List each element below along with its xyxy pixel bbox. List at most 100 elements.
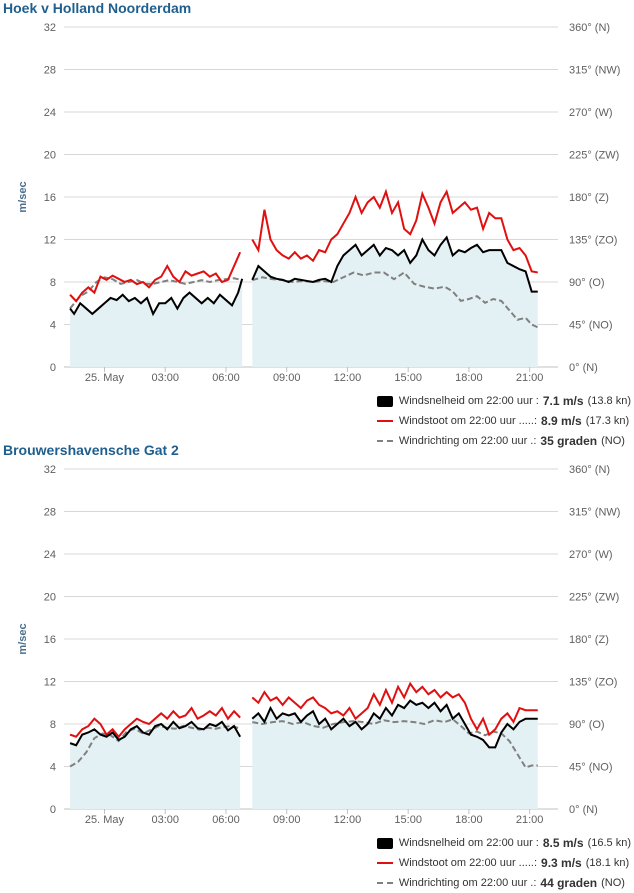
legend-value: 9.3 m/s [541, 856, 582, 870]
y-tick-label: 4 [50, 320, 56, 332]
speed-area [70, 721, 241, 809]
y-axis-title: m/sec [17, 181, 29, 212]
y2-tick-label: 135° (ZO) [569, 677, 617, 689]
gust-line [69, 706, 241, 739]
speed-area [252, 237, 538, 367]
speed-area [70, 278, 243, 367]
y-tick-label: 8 [50, 719, 56, 731]
x-tick-label: 09:00 [273, 372, 301, 384]
legend-item-speed[interactable]: Windsnelheid om 22:00 uur : 8.5 m/s (16.… [376, 833, 631, 853]
legend-extra: (NO) [601, 877, 625, 889]
chart-panel-hoek-v-holland: Hoek v Holland Noorderdam 0 0° (N) 4 45° (N… [0, 0, 634, 448]
legend-item-speed[interactable]: Windsnelheid om 22:00 uur : 7.1 m/s (13.… [376, 391, 631, 411]
legend-value: 7.1 m/s [542, 394, 584, 408]
gust-swatch-icon [376, 862, 393, 864]
y2-tick-label: 90° (O) [569, 277, 605, 289]
legend-extra: (NO) [601, 435, 625, 447]
legend-value: 8.9 m/s [541, 414, 582, 428]
y-tick-label: 20 [44, 592, 56, 604]
x-tick-label: 21:00 [516, 372, 544, 384]
y-tick-label: 28 [44, 65, 56, 77]
legend-value: 44 graden [540, 876, 598, 890]
x-tick-label: 18:00 [455, 372, 483, 384]
y2-tick-label: 270° (W) [569, 549, 613, 561]
legend-item-gust[interactable]: Windstoot om 22:00 uur .....: 9.3 m/s (1… [376, 853, 631, 873]
chart-panel-brouwershavensche-gat: Brouwershavensche Gat 2 0 0° (N) 4 45° (NO)… [0, 442, 634, 890]
legend-value: 8.5 m/s [542, 836, 584, 850]
chart-legend: Windsnelheid om 22:00 uur : 7.1 m/s (13.… [376, 391, 631, 451]
y2-tick-label: 135° (ZO) [569, 235, 617, 247]
y-tick-label: 0 [50, 362, 56, 374]
y2-tick-label: 270° (W) [569, 107, 613, 119]
y-tick-label: 16 [44, 192, 56, 204]
legend-item-gust[interactable]: Windstoot om 22:00 uur .....: 8.9 m/s (1… [376, 411, 631, 431]
y-tick-label: 16 [44, 634, 56, 646]
y2-tick-label: 45° (NO) [569, 762, 613, 774]
legend-label: Windsnelheid om 22:00 uur : [398, 837, 539, 849]
wind-chart: 0 0° (N) 4 45° (NO) 8 90° (O) 12 135° (ZO) 16 180… [17, 464, 620, 826]
y2-tick-label: 0° (N) [569, 804, 598, 816]
y-tick-label: 24 [44, 549, 56, 561]
x-tick-label: 06:00 [212, 814, 240, 826]
speed-swatch-icon [376, 837, 393, 849]
y-tick-label: 32 [44, 464, 56, 476]
y2-tick-label: 225° (ZW) [569, 150, 619, 162]
gust-swatch-icon [376, 420, 393, 422]
y-axis-title: m/sec [17, 623, 29, 654]
speed-line [251, 235, 538, 293]
y-tick-label: 0 [50, 804, 56, 816]
y-tick-label: 20 [44, 150, 56, 162]
x-tick-label: 12:00 [334, 814, 362, 826]
y2-tick-label: 360° (N) [569, 464, 610, 476]
y-tick-label: 4 [50, 762, 56, 774]
legend-label: Windstoot om 22:00 uur .....: [398, 415, 538, 427]
gust-line [251, 188, 538, 274]
y2-tick-label: 225° (ZW) [569, 592, 619, 604]
legend-item-direction[interactable]: Windrichting om 22:00 uur .: 44 graden (… [376, 873, 631, 893]
chart-legend: Windsnelheid om 22:00 uur : 8.5 m/s (16.… [376, 833, 631, 893]
legend-label: Windrichting om 22:00 uur .: [398, 435, 537, 447]
direction-line [252, 271, 539, 329]
y2-tick-label: 360° (N) [569, 22, 610, 34]
legend-label: Windsnelheid om 22:00 uur : [398, 395, 539, 407]
speed-swatch-icon [376, 395, 393, 407]
legend-extra: (16.5 kn) [587, 837, 631, 849]
legend-extra: (18.1 kn) [585, 857, 630, 869]
direction-swatch-icon [376, 882, 393, 884]
station-title: Hoek v Holland Noorderdam [3, 0, 192, 16]
station-title: Brouwershavensche Gat 2 [3, 442, 179, 458]
x-tick-label: 15:00 [394, 814, 422, 826]
x-tick-label: 21:00 [516, 814, 544, 826]
x-tick-label: 03:00 [151, 372, 179, 384]
direction-swatch-icon [376, 440, 393, 442]
y-tick-label: 8 [50, 277, 56, 289]
y2-tick-label: 315° (NW) [569, 507, 620, 519]
wind-chart: 0 0° (N) 4 45° (NO) 8 90° (O) 12 135° (ZO) 16 180… [17, 22, 620, 384]
x-tick-label: 18:00 [455, 814, 483, 826]
x-tick-label: 09:00 [273, 814, 301, 826]
y2-tick-label: 180° (Z) [569, 192, 609, 204]
x-tick-label: 25. May [85, 814, 125, 826]
x-tick-label: 15:00 [394, 372, 422, 384]
y2-tick-label: 180° (Z) [569, 634, 609, 646]
y2-tick-label: 0° (N) [569, 362, 598, 374]
y-tick-label: 24 [44, 107, 56, 119]
speed-line [251, 699, 538, 749]
y-tick-label: 28 [44, 507, 56, 519]
speed-line [69, 278, 244, 317]
y2-tick-label: 45° (NO) [569, 320, 613, 332]
speed-area [252, 700, 538, 809]
legend-item-direction[interactable]: Windrichting om 22:00 uur .: 35 graden (… [376, 431, 631, 451]
legend-extra: (13.8 kn) [587, 395, 631, 407]
y2-tick-label: 90° (O) [569, 719, 605, 731]
y-tick-label: 32 [44, 22, 56, 34]
gust-line [69, 251, 242, 303]
legend-extra: (17.3 kn) [585, 415, 630, 427]
legend-value: 35 graden [540, 434, 598, 448]
gust-line [251, 681, 538, 737]
y2-tick-label: 315° (NW) [569, 65, 620, 77]
speed-line [69, 720, 242, 747]
legend-label: Windstoot om 22:00 uur .....: [398, 857, 538, 869]
legend-label: Windrichting om 22:00 uur .: [398, 877, 537, 889]
x-tick-label: 25. May [85, 372, 125, 384]
